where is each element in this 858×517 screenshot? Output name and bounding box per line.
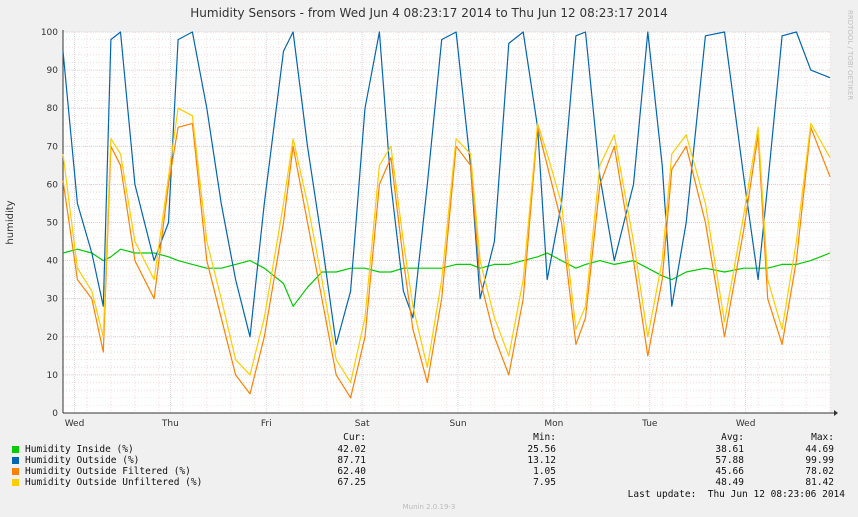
y-tick-label: 60 (47, 180, 59, 190)
series-line-outside (62, 31, 831, 345)
series-line-unfiltered (62, 107, 831, 384)
legend-row: Humidity Outside Filtered (%) 62.40 1.05 45… (12, 466, 852, 477)
legend-value-min: 25.56 (527, 444, 556, 455)
legend-value-avg: 45.66 (715, 466, 744, 477)
y-tick-label: 50 (47, 219, 59, 229)
legend-value-min: 7.95 (533, 477, 556, 488)
series-line-filtered (62, 122, 831, 399)
legend-value-avg: 38.61 (715, 444, 744, 455)
y-tick-label: 90 (47, 66, 59, 76)
watermark-text: RRDTOOL / TOBI OETIKER (846, 10, 854, 100)
legend-header: Avg: (721, 432, 744, 443)
legend-value-cur: 67.25 (337, 477, 366, 488)
legend-row: Humidity Inside (%) 42.02 25.56 38.61 44.69 (12, 444, 852, 455)
y-tick-label: 100 (41, 28, 58, 38)
legend-row: Humidity Outside (%) 87.71 13.12 57.88 99.99 (12, 455, 852, 466)
legend-swatch (12, 468, 19, 475)
legend-value-cur: 62.40 (337, 466, 366, 477)
legend-value-max: 81.42 (805, 477, 834, 488)
x-tick-label: Sun (449, 419, 466, 429)
chart-title: Humidity Sensors - from Wed Jun 4 08:23:… (190, 6, 668, 20)
legend-series-name: Humidity Outside (%) (25, 455, 140, 466)
legend-value-avg: 48.49 (715, 477, 744, 488)
legend-value-avg: 57.88 (715, 455, 744, 466)
legend-value-cur: 87.71 (337, 455, 366, 466)
x-tick-label: Tue (641, 419, 658, 429)
legend-series-name: Humidity Outside Unfiltered (%) (25, 477, 203, 488)
x-tick-label: Thu (161, 419, 179, 429)
legend-row: Humidity Outside Unfiltered (%) 67.25 7.95… (12, 477, 852, 488)
rrdtool-watermark: RRDTOOL / TOBI OETIKER (842, 10, 854, 120)
legend-value-max: 44.69 (805, 444, 834, 455)
legend: Cur: Min: Avg: Max: Humidity Inside (%) 42.02… (12, 432, 852, 502)
legend-series-name: Humidity Outside Filtered (%) (25, 466, 191, 477)
y-tick-label: 0 (52, 409, 58, 419)
x-tick-label: Wed (65, 419, 85, 429)
legend-series-name: Humidity Inside (%) (25, 444, 134, 455)
legend-value-max: 78.02 (805, 466, 834, 477)
x-tick-label: Fri (261, 419, 272, 429)
last-update: Last update: Thu Jun 12 08:23:06 2014 (627, 489, 845, 500)
y-tick-label: 10 (47, 371, 59, 381)
legend-value-min: 13.12 (527, 455, 556, 466)
footer-version: Munin 2.0.19-3 (402, 503, 456, 511)
legend-value-cur: 42.02 (337, 444, 366, 455)
y-tick-label: 40 (47, 257, 59, 267)
legend-header: Cur: (343, 432, 366, 443)
legend-swatch (12, 479, 19, 486)
humidity-line-chart: 0 10 20 30 40 50 60 70 80 90 100 Wed Thu Fri Sat Sun Mon… (5, 28, 838, 429)
y-axis-label: humidity (5, 200, 16, 244)
x-tick-label: Mon (544, 419, 563, 429)
legend-header: Max: (811, 432, 834, 443)
y-tick-label: 30 (47, 295, 59, 305)
x-tick-label: Sat (355, 419, 370, 429)
y-tick-label: 80 (47, 104, 59, 114)
y-tick-label: 20 (47, 333, 59, 343)
x-axis-arrow (834, 410, 838, 416)
legend-swatch (12, 446, 19, 453)
y-tick-label: 70 (47, 142, 59, 152)
series-line-inside (62, 248, 831, 307)
x-tick-label: Wed (736, 419, 756, 429)
legend-value-min: 1.05 (533, 466, 556, 477)
legend-swatch (12, 457, 19, 464)
legend-header: Min: (533, 432, 556, 443)
legend-value-max: 99.99 (805, 455, 834, 466)
